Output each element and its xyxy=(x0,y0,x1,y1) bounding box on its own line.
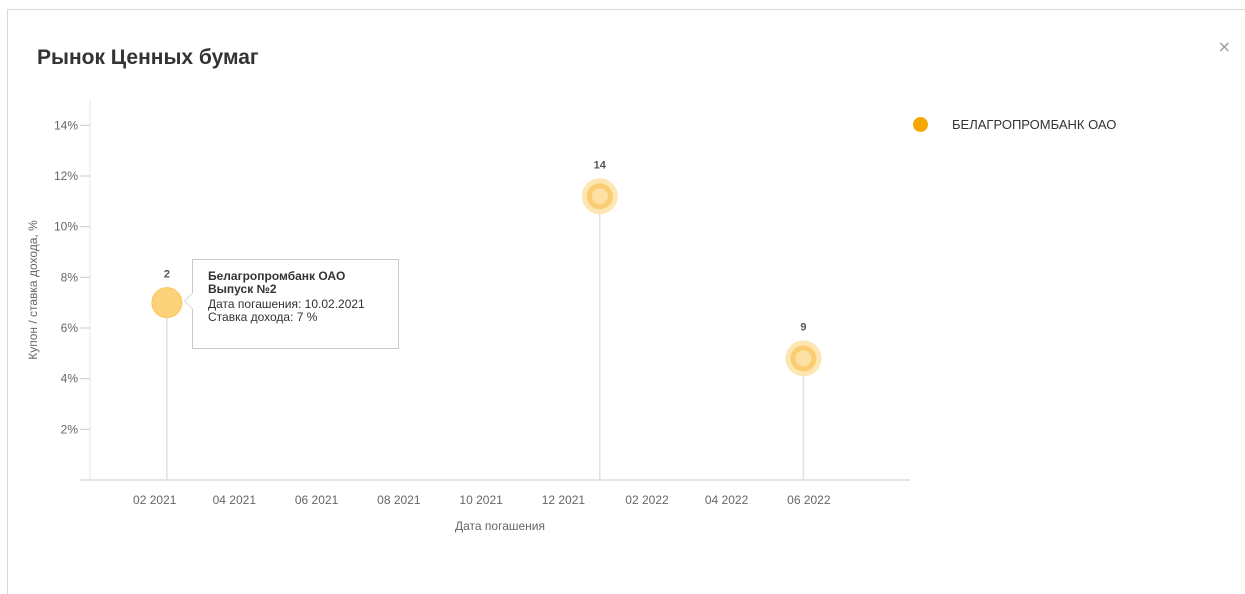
legend-item[interactable]: БЕЛАГРОПРОМБАНК ОАО xyxy=(913,117,1116,132)
x-tick-label: 04 2021 xyxy=(213,493,257,507)
tooltip-maturity: Дата погашения: 10.02.2021 xyxy=(208,297,365,311)
data-point-core xyxy=(591,188,608,205)
y-tick-label: 4% xyxy=(61,372,79,386)
y-tick-label: 6% xyxy=(61,321,79,335)
data-point xyxy=(151,287,183,319)
tooltip-title: Белагропромбанк ОАО xyxy=(208,269,346,283)
legend-label: БЕЛАГРОПРОМБАНК ОАО xyxy=(952,117,1117,132)
data-point-core xyxy=(795,350,812,367)
modal-title: Рынок Ценных бумаг xyxy=(37,46,259,69)
point-label: 9 xyxy=(800,321,806,333)
close-icon[interactable]: × xyxy=(1217,37,1231,56)
x-tick-label: 10 2021 xyxy=(459,493,503,507)
x-tick-label: 08 2021 xyxy=(377,493,421,507)
legend-marker xyxy=(913,117,928,132)
x-tick-label: 12 2021 xyxy=(542,493,586,507)
x-tick-label: 02 2022 xyxy=(625,493,669,507)
tooltip-rate: Ставка дохода: 7 % xyxy=(208,310,318,324)
x-tick-label: 02 2021 xyxy=(133,493,177,507)
y-tick-label: 14% xyxy=(54,118,78,132)
x-tick-label: 04 2022 xyxy=(705,493,749,507)
y-tick-label: 2% xyxy=(61,422,79,436)
y-axis-title: Купон / ставка дохода, % xyxy=(26,220,40,360)
y-tick-label: 10% xyxy=(54,220,78,234)
x-tick-label: 06 2022 xyxy=(787,493,831,507)
point-tooltip: Белагропромбанк ОАО Выпуск №2 Дата погаш… xyxy=(184,259,399,349)
y-tick-label: 12% xyxy=(54,169,78,183)
point-label: 14 xyxy=(594,159,607,171)
y-tick-label: 8% xyxy=(61,270,79,284)
x-tick-label: 06 2021 xyxy=(295,493,339,507)
point-label: 2 xyxy=(164,269,170,281)
tooltip-issue: Выпуск №2 xyxy=(208,282,277,296)
x-axis-title: Дата погашения xyxy=(455,519,545,533)
